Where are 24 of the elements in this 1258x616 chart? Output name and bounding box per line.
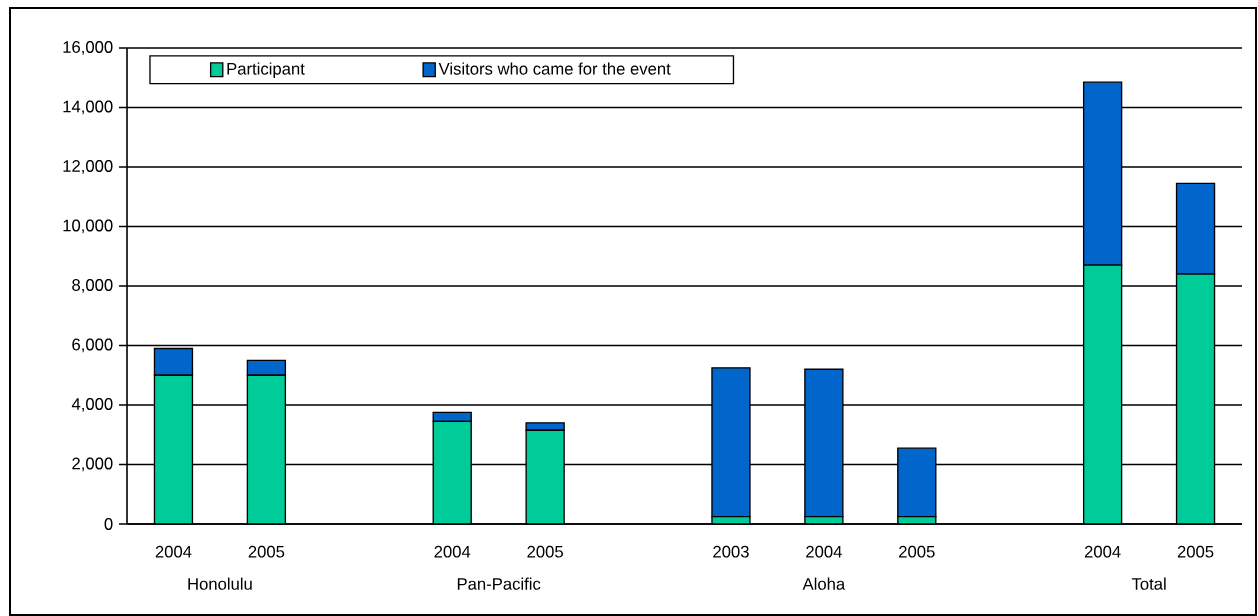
y-tick-label: 16,000: [63, 41, 113, 55]
legend-label: Participant: [227, 62, 305, 78]
text: Pan-Pacific: [457, 577, 541, 590]
y-tick-label: 6,000: [72, 338, 113, 353]
x-tick-label: 2005: [1177, 545, 1214, 558]
x-tick-label: 2004: [155, 545, 192, 558]
y-tick-label: 10,000: [63, 219, 113, 234]
x-tick-label: 2004: [806, 545, 842, 558]
x-tick-label: 2004: [1084, 545, 1121, 558]
x-tick-label: 2005: [899, 545, 935, 558]
text: Honolulu: [188, 577, 252, 590]
y-tick-label: 4,000: [71, 398, 113, 412]
y-tick-label: 0: [104, 518, 113, 530]
y-tick-label: 8,000: [72, 279, 113, 293]
text: Aloha: [802, 577, 846, 590]
y-tick-label: 14,000: [63, 100, 113, 115]
x-tick-label: 2005: [527, 545, 563, 558]
text: Total: [1131, 577, 1166, 590]
y-tick-label: 12,000: [63, 160, 113, 174]
x-tick-label: 2003: [713, 545, 749, 558]
y-tick-label: 2,000: [72, 457, 113, 472]
x-tick-label: 2004: [434, 545, 471, 558]
legend-label: Visitors who came for the event: [438, 62, 671, 75]
x-tick-label: 2005: [248, 545, 285, 558]
